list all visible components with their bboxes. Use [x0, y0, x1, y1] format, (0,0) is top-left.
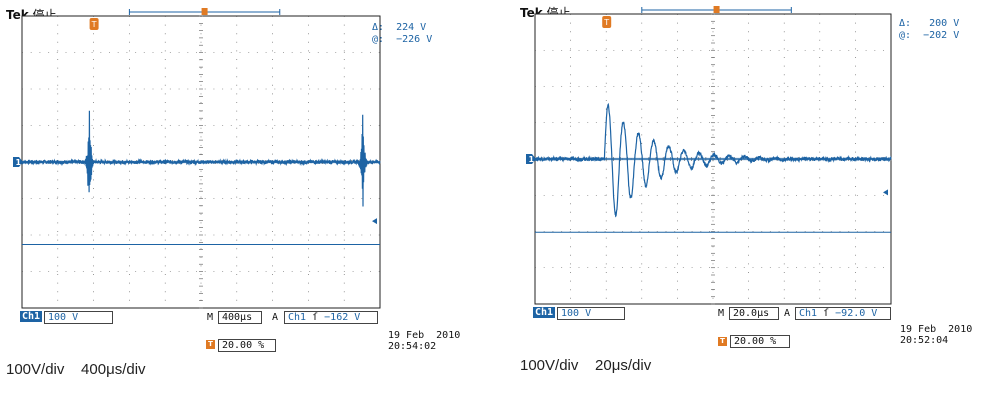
- channel-scale: 100 V: [557, 307, 625, 320]
- bracket-marker: [201, 8, 208, 15]
- trigger-position-icon: T: [718, 337, 727, 346]
- timebase-label: M: [718, 308, 725, 319]
- time-label: 20:52:04: [900, 335, 949, 346]
- time-label: 20:54:02: [388, 341, 437, 352]
- channel-1-marker-icon: [13, 157, 23, 167]
- trigger-mode: A: [784, 308, 791, 319]
- trigger-level-icon: [883, 189, 888, 196]
- delta-readout: Δ: 200 V: [899, 18, 960, 29]
- at-readout: @: −202 V: [899, 30, 960, 41]
- date-label: 19 Feb 2010: [900, 324, 973, 335]
- timebase-value: 20.0μs: [729, 307, 779, 320]
- at-readout: @: −226 V: [372, 34, 433, 45]
- timebase-value: 400μs: [218, 311, 262, 324]
- trigger-position: 20.00 %: [730, 335, 790, 348]
- trigger-level-icon: [372, 218, 377, 225]
- trigger-position: 20.00 %: [218, 339, 276, 352]
- date-label: 19 Feb 2010: [388, 330, 461, 341]
- channel-1-marker-label: 1: [529, 155, 535, 164]
- trigger-mode: A: [272, 312, 279, 323]
- rising-edge-icon: ſ: [823, 308, 830, 319]
- channel-tag: Ch1: [533, 307, 556, 318]
- bracket-marker: [713, 6, 720, 13]
- caption: 100V/div 400μs/div: [6, 361, 146, 378]
- channel-scale: 100 V: [44, 311, 113, 324]
- trigger-marker-icon: [89, 18, 99, 30]
- trigger-marker-label: T: [603, 18, 609, 27]
- trigger-marker-label: T: [91, 20, 97, 29]
- caption: 100V/div 20μs/div: [520, 357, 652, 374]
- channel-tag: Ch1: [20, 311, 43, 322]
- trigger-settings: Ch1 ſ −162 V: [284, 311, 378, 324]
- trigger-settings: Ch1 ſ −92.0 V: [795, 307, 891, 320]
- trigger-marker-icon: [602, 16, 612, 28]
- trigger-position-icon: T: [206, 340, 215, 349]
- waveform-trace: [534, 102, 892, 218]
- timebase-label: M: [207, 312, 214, 323]
- rising-edge-icon: ſ: [312, 312, 319, 323]
- channel-1-marker-label: 1: [16, 158, 22, 167]
- waveform-display: T1: [526, 6, 892, 305]
- waveform-display: T1: [13, 8, 381, 309]
- delta-readout: Δ: 224 V: [372, 22, 427, 33]
- channel-1-marker-icon: [526, 154, 536, 164]
